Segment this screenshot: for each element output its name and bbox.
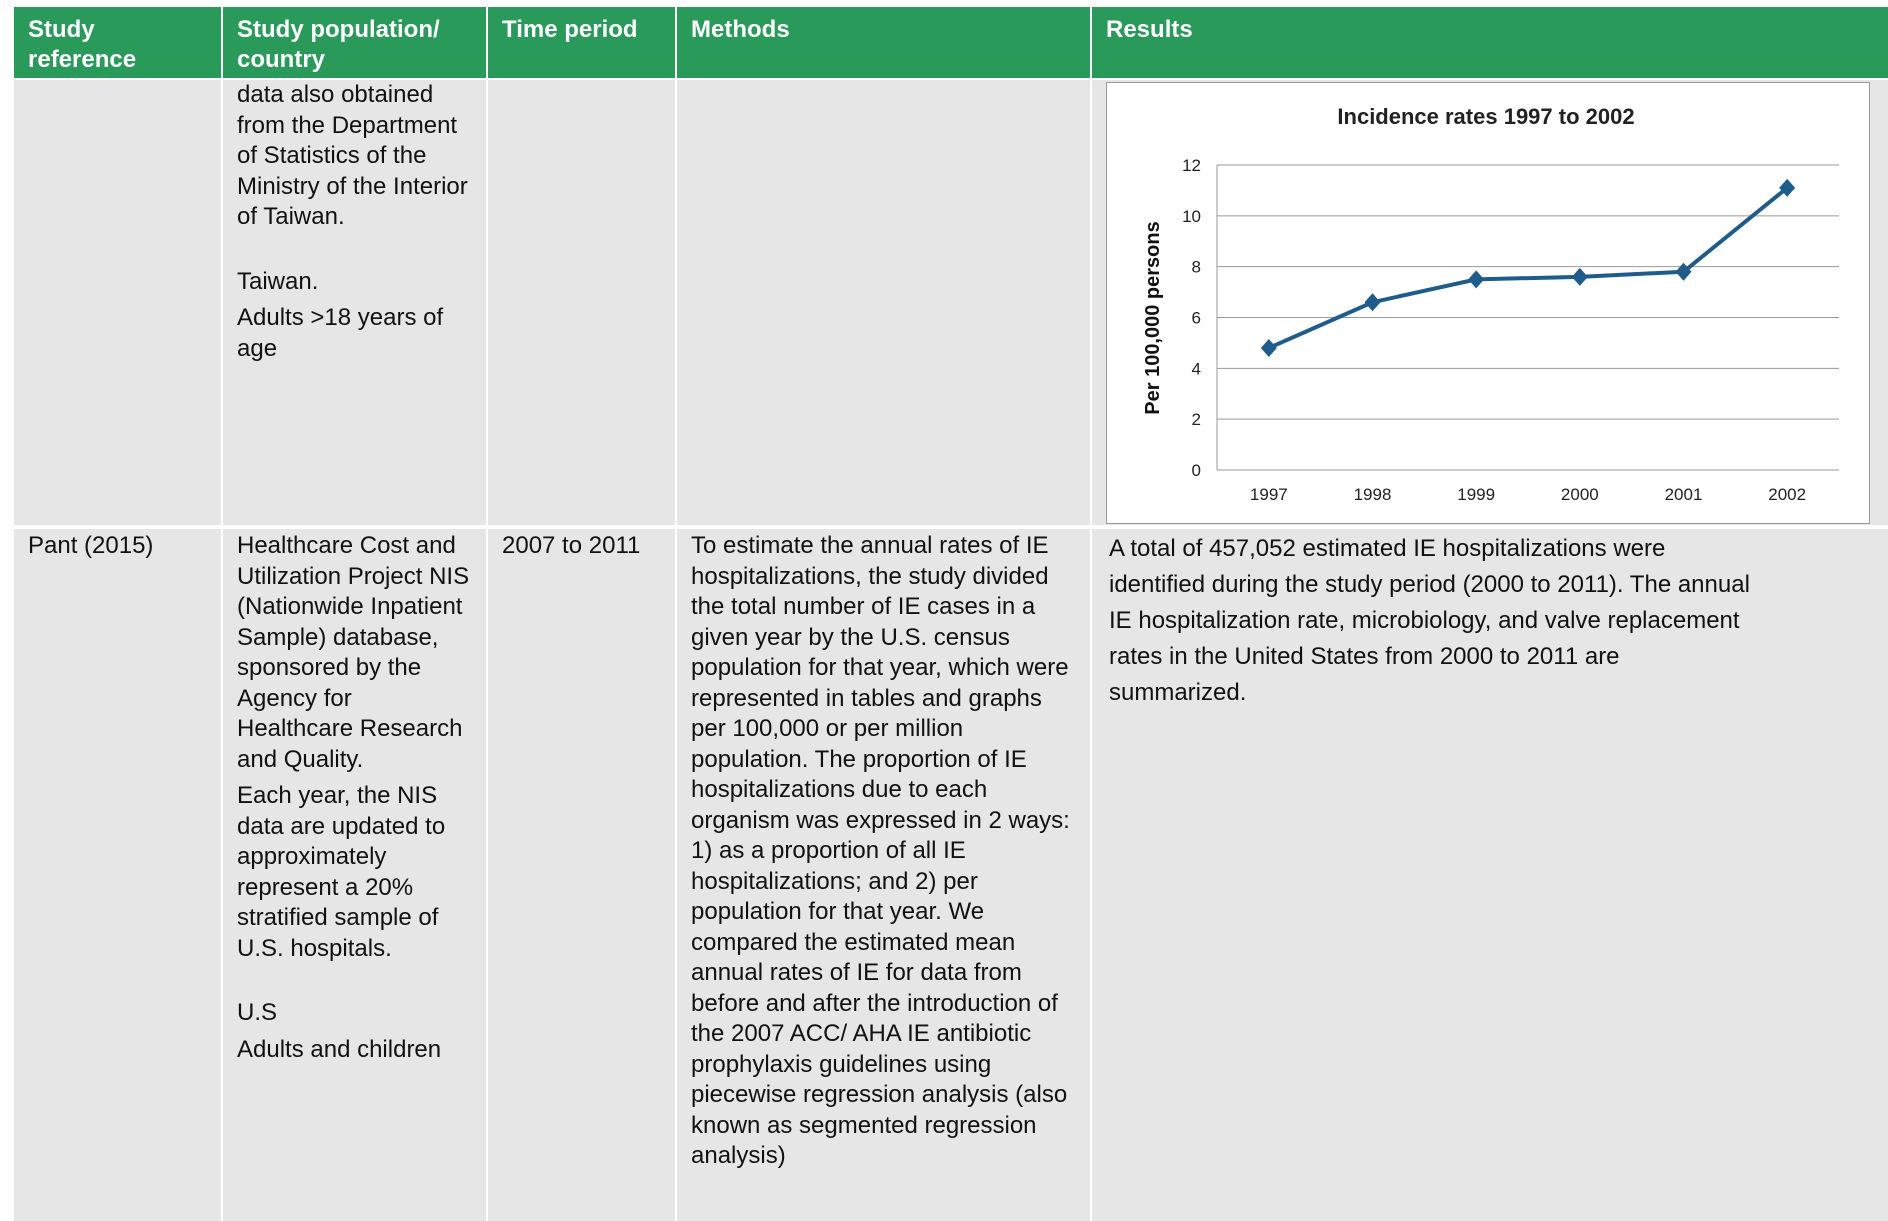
cell: A total of 457,052 estimated IE hospital… — [1092, 529, 1888, 1221]
text: A total of 457,052 estimated IE hospital… — [1109, 535, 1750, 706]
header-cell: Time period — [488, 7, 675, 78]
text: Taiwan. — [237, 267, 319, 295]
cell: Healthcare Cost and Utilization Project … — [223, 529, 486, 1221]
x-tick-label: 1997 — [1250, 485, 1288, 504]
text: data also obtained from the Department o… — [237, 81, 468, 230]
x-tick-label: 2002 — [1768, 485, 1806, 504]
point-marker — [1571, 267, 1588, 286]
cell: Incidence rates 1997 to 2002 Per 100,000… — [1092, 80, 1888, 525]
header-cell: Study population/ country — [223, 7, 486, 78]
y-tick-label: 4 — [1192, 359, 1201, 378]
y-tick-label: 2 — [1192, 410, 1201, 429]
y-tick-label: 6 — [1192, 309, 1201, 328]
header-cell: Methods — [677, 7, 1090, 78]
cell: Pant (2015) — [14, 529, 221, 1221]
text: Healthcare Cost and Utilization Project … — [237, 532, 470, 773]
x-tick-label: 1998 — [1354, 485, 1392, 504]
chart-frame — [1106, 82, 1870, 524]
cell — [488, 80, 675, 525]
text: Adults >18 years of age — [237, 304, 444, 362]
point-marker — [1468, 270, 1485, 289]
text: Adults and children — [237, 1035, 442, 1063]
point-marker — [1675, 262, 1692, 281]
y-tick-label: 8 — [1192, 258, 1201, 277]
y-axis-label: Per 100,000 persons — [1142, 221, 1164, 414]
cell: To estimate the annual rates of IE hospi… — [677, 529, 1090, 1221]
header-cell: Study reference — [14, 7, 221, 78]
point-marker — [1779, 178, 1796, 197]
x-tick-label: 2001 — [1665, 485, 1703, 504]
point-marker — [1260, 339, 1277, 357]
text: U.S — [237, 999, 278, 1026]
x-tick-label: 1999 — [1457, 485, 1495, 504]
cell: data also obtained from the Department o… — [223, 80, 486, 525]
point-marker — [1364, 293, 1381, 312]
text: Each year, the NIS data are updated to a… — [237, 782, 446, 962]
header-cell: Results — [1092, 7, 1888, 78]
y-tick-label: 0 — [1192, 461, 1201, 480]
text: To estimate the annual rates of IE hospi… — [691, 532, 1070, 1169]
cell — [14, 80, 221, 525]
y-tick-label: 10 — [1182, 207, 1201, 226]
chart-title: Incidence rates 1997 to 2002 — [1337, 104, 1634, 129]
cell — [677, 80, 1090, 525]
text: Pant (2015) — [28, 532, 154, 559]
line-series — [1268, 186, 1789, 350]
y-tick-label: 12 — [1182, 156, 1201, 175]
x-tick-label: 2000 — [1561, 485, 1599, 504]
text: 2007 to 2011 — [502, 532, 641, 559]
cell: 2007 to 2011 — [488, 529, 675, 1221]
chart: Incidence rates 1997 to 2002 Per 100,000… — [1106, 82, 1870, 524]
